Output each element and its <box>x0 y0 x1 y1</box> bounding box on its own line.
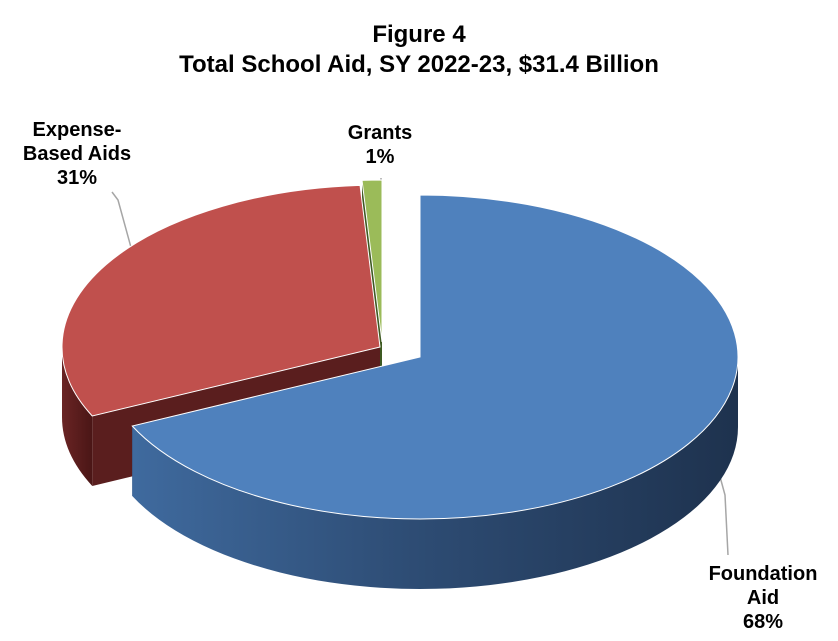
chart-subtitle: Total School Aid, SY 2022-23, $31.4 Bill… <box>179 51 659 78</box>
slice-label-grants: Grants 1% <box>347 122 413 168</box>
pie-slice-top-expense-based-aids <box>61 184 381 417</box>
pie-slice-top-grants <box>361 179 383 343</box>
chart-title: Figure 4 <box>372 21 466 48</box>
pie-slice-side-expense-based-aids <box>62 347 93 486</box>
slice-label-foundation: Foundation Aid 68% <box>708 563 818 633</box>
pie-slice-top-foundation <box>131 194 739 520</box>
pie-slice-side-foundation <box>132 357 738 589</box>
slice-label-expense-based-aids: Expense- Based Aids 31% <box>22 119 132 189</box>
pie-slice-foundation <box>131 194 739 589</box>
leader-line-expense <box>111 191 136 263</box>
